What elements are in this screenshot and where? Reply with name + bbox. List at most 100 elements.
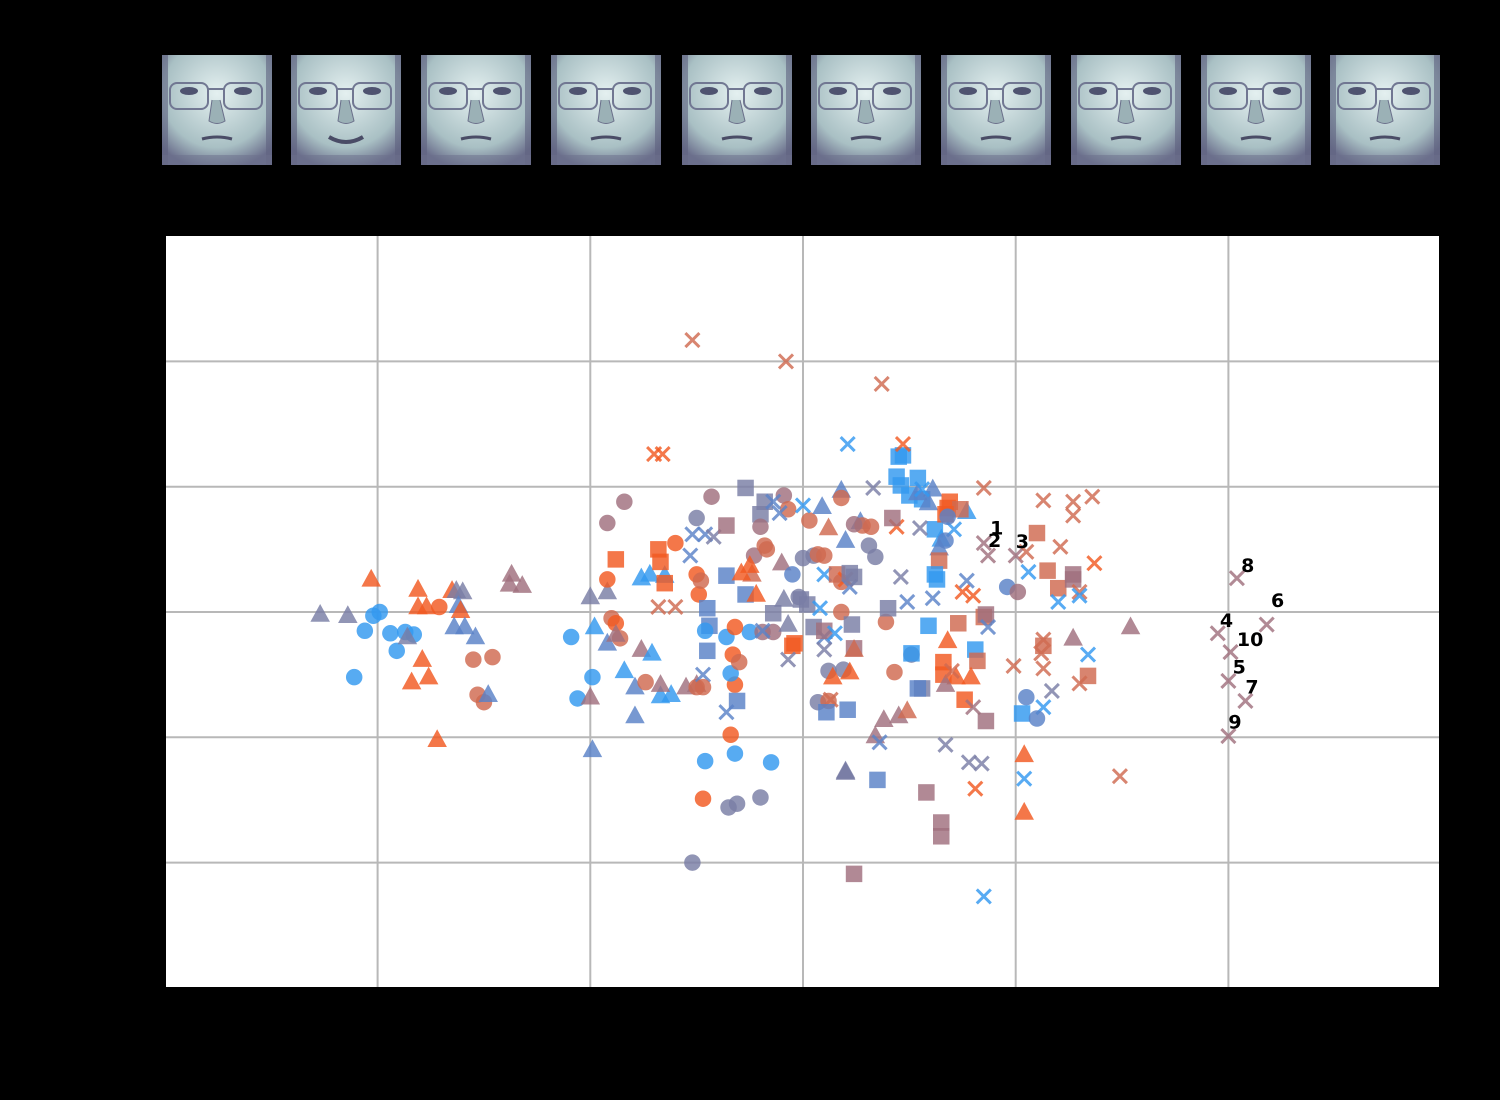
circle-marker [886,663,903,681]
circle-marker [877,613,895,631]
point-label: 3 [1016,531,1029,553]
x-marker [1007,547,1024,564]
x-marker [1222,644,1239,661]
circle-marker [465,651,482,668]
triangle-marker [865,725,886,744]
square-marker [652,553,669,571]
x-marker [1035,660,1052,677]
circle-marker [762,754,780,771]
x-marker [943,662,960,679]
x-marker [1111,768,1128,785]
triangle-marker [835,530,856,548]
triangle-marker [416,596,437,615]
triangle-marker [840,661,860,680]
x-marker [965,587,982,604]
circle-marker [696,752,714,770]
square-marker [839,701,856,718]
triangle-marker [412,649,433,667]
circle-marker [684,854,701,871]
circle-marker [388,642,405,660]
triangle-marker [650,674,671,692]
triangle-marker [818,517,839,536]
circle-marker [637,673,654,691]
face-thumbnail [291,55,401,165]
x-marker [979,547,997,564]
point-label: 2 [988,530,1001,552]
x-marker [1084,488,1101,505]
x-marker [826,625,843,642]
x-marker [684,526,701,543]
triangle-marker [812,496,832,514]
circle-marker [1028,710,1046,727]
face-thumbnail [421,55,531,165]
x-marker [1005,657,1022,674]
face-thumbnail [1330,55,1440,165]
square-marker [1013,705,1031,722]
x-marker [1016,770,1033,787]
circle-marker [690,586,708,603]
triangle-marker [478,684,498,702]
square-marker [718,567,735,584]
triangle-marker [844,639,864,657]
x-marker [667,598,684,616]
triangle-marker [580,686,601,705]
square-marker [843,616,861,633]
triangle-marker [361,568,381,587]
square-marker [816,622,833,640]
square-marker [926,521,944,538]
circle-marker [801,512,818,529]
x-marker [650,598,667,616]
circle-marker [562,628,580,646]
circle-marker [382,625,399,642]
face-thumbnail [941,55,1051,165]
square-marker [1039,562,1056,579]
x-marker [1065,507,1082,524]
triangle-marker [771,552,792,571]
x-marker [718,704,735,721]
square-marker [737,479,754,497]
circle-marker [867,548,884,566]
square-marker [699,599,716,617]
triangle-marker [338,605,358,624]
square-marker [933,828,950,845]
triangle-marker [1014,744,1034,763]
triangle-marker [778,613,798,632]
circle-marker [694,678,712,696]
x-marker [682,547,699,564]
triangle-marker [961,666,981,685]
triangle-marker [746,583,766,602]
square-marker [818,703,835,721]
x-marker [1071,675,1088,692]
triangle-marker [427,729,447,748]
triangle-marker [310,603,330,622]
face-thumbnail [551,55,661,165]
point-label: 4 [1220,610,1233,632]
square-marker [845,865,863,883]
point-label: 10 [1237,629,1263,651]
circle-marker [752,789,769,806]
circle-marker [756,537,773,554]
x-marker [1086,555,1103,572]
triangle-marker [512,575,533,593]
x-marker [1018,543,1035,560]
x-marker [1228,570,1245,587]
x-marker [937,736,954,753]
triangle-marker [580,586,601,605]
circle-marker [599,571,616,588]
triangle-marker [465,626,486,645]
circle-marker [779,501,797,518]
triangle-marker [606,623,626,642]
point-annotations: 12 3 4 5 6 7 8 9 10 [988,517,1284,733]
circle-marker [1018,688,1035,706]
triangle-marker [661,684,681,702]
triangle-marker [918,492,939,511]
square-marker [1028,524,1046,542]
square-marker [841,564,859,582]
x-marker [1065,493,1082,510]
square-marker [977,712,995,730]
circle-marker [730,653,748,671]
circle-marker [722,665,739,682]
x-marker [1220,727,1237,745]
x-marker [654,446,671,463]
